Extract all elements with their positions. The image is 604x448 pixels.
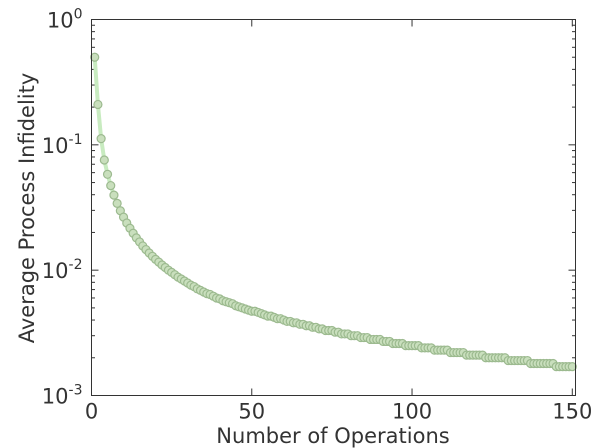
y-tick-label: 100 [47, 7, 83, 33]
data-point [112, 198, 122, 208]
y-tick-base: 10 [42, 259, 69, 283]
y-tick-label: 10-1 [42, 132, 83, 158]
series-line [92, 55, 575, 369]
y-tick-exponent: -1 [69, 132, 83, 148]
y-tick-exponent: -3 [69, 383, 83, 399]
data-point [90, 52, 100, 62]
x-tick-label: 100 [392, 400, 432, 424]
data-point [99, 155, 109, 165]
x-tick-label: 0 [85, 400, 98, 424]
plot-frame [91, 19, 576, 396]
y-tick-exponent: -2 [69, 257, 83, 273]
data-point [102, 169, 113, 179]
data-point [567, 362, 577, 372]
data-point [93, 99, 103, 110]
y-tick-label: 10-2 [42, 257, 83, 283]
x-tick-label: 150 [552, 400, 592, 424]
y-tick-label: 10-3 [42, 383, 83, 409]
y-tick-base: 10 [42, 385, 69, 409]
data-point [96, 134, 106, 144]
data-point [106, 180, 116, 191]
y-tick-base: 10 [47, 9, 74, 33]
data-points [90, 52, 577, 372]
x-tick-label: 50 [238, 400, 265, 424]
data-point [109, 190, 119, 200]
y-tick-exponent: 0 [74, 7, 83, 23]
x-axis-title: Number of Operations [216, 424, 449, 448]
y-tick-base: 10 [42, 134, 69, 158]
y-axis-title: Average Process Infidelity [15, 73, 39, 344]
